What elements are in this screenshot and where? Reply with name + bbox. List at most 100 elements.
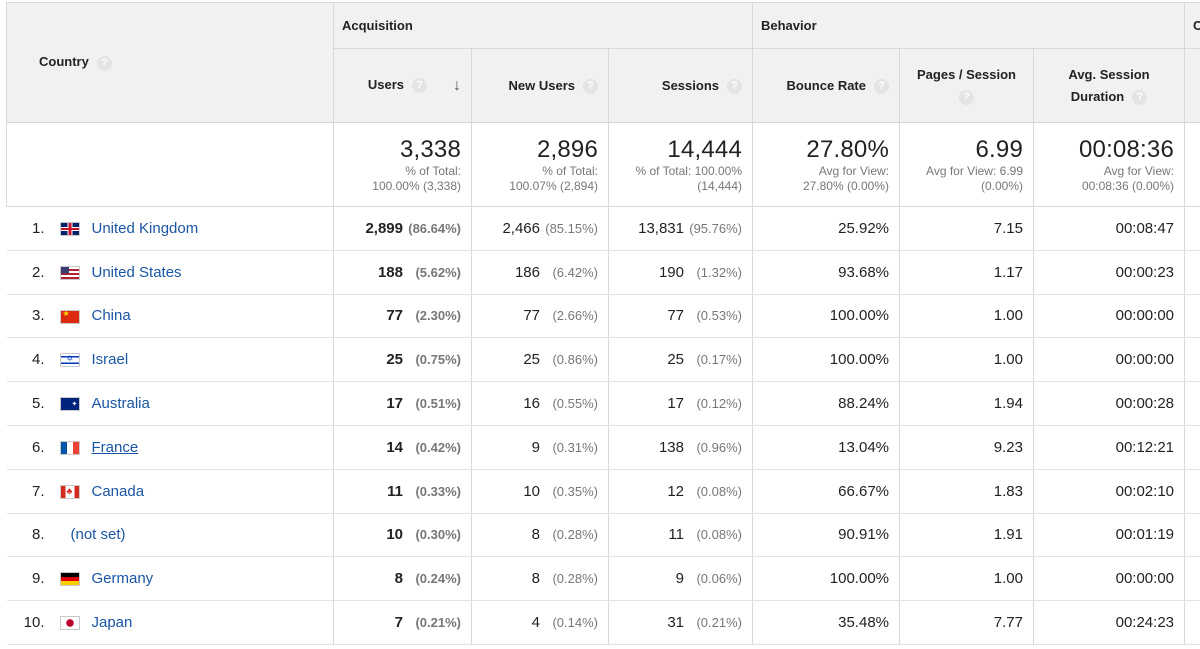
sessions-pct: (0.21%) xyxy=(696,615,742,631)
users-pct: (86.64%) xyxy=(408,220,461,236)
avg-duration-cell: 00:00:00 xyxy=(1033,337,1185,383)
help-icon[interactable]: ? xyxy=(96,55,112,71)
users-cell: 17 (0.51%) xyxy=(333,381,472,426)
country-link[interactable]: Australia xyxy=(91,395,150,413)
table-row: 6. France 14 (0.42%) 9 (0.31%) 138 (0.96%) 13.04… xyxy=(6,425,1200,470)
column-header-users[interactable]: Users? ↓ xyxy=(333,48,472,123)
new-users-value: 8 xyxy=(531,570,540,588)
avg-duration-cell: 00:01:19 xyxy=(1033,513,1185,558)
total-avg-duration: 00:08:36 Avg for View: 00:08:36 (0.00%) xyxy=(1033,122,1185,207)
avg-duration-cell: 00:24:23 xyxy=(1033,600,1185,645)
total-bounce-rate-sub2: 27.80% (0.00%) xyxy=(802,178,889,193)
country-link[interactable]: United Kingdom xyxy=(91,219,199,237)
new-users-pct: (0.86%) xyxy=(552,352,598,368)
column-header-avg-session-duration[interactable]: Avg. Session Duration? xyxy=(1033,48,1185,123)
cut-cell xyxy=(1184,425,1200,470)
sessions-value: 13,831 xyxy=(638,219,684,237)
country-link[interactable]: Israel xyxy=(91,351,129,369)
column-header-cut xyxy=(1184,48,1200,123)
row-rank: 4. xyxy=(31,351,45,369)
country-cell: 10. Japan xyxy=(6,600,334,645)
sessions-pct: (0.12%) xyxy=(696,396,742,412)
column-header-new-users[interactable]: New Users? xyxy=(471,48,609,123)
group-acquisition: Acquisition xyxy=(333,2,753,49)
help-icon[interactable]: ? xyxy=(1132,89,1148,105)
total-avg-duration-sub1: Avg for View: xyxy=(1103,163,1174,178)
new-users-pct: (0.28%) xyxy=(552,527,598,543)
down-arrow-icon[interactable]: ↓ xyxy=(453,76,461,94)
total-bounce-rate-sub1: Avg for View: xyxy=(818,163,889,178)
pages-session-cell: 1.00 xyxy=(899,556,1034,602)
bounce-rate-cell: 25.92% xyxy=(752,206,900,251)
country-column-header[interactable]: Country? xyxy=(6,2,334,123)
country-link[interactable]: China xyxy=(91,307,131,325)
users-value: 14 xyxy=(386,438,403,456)
users-cell: 8 (0.24%) xyxy=(333,556,472,602)
country-cell: 5. Australia xyxy=(6,381,334,426)
help-icon[interactable]: ? xyxy=(874,78,889,94)
pages-session-cell: 7.15 xyxy=(899,206,1034,251)
new-users-value: 8 xyxy=(531,526,540,544)
row-rank: 1. xyxy=(31,219,45,237)
de-flag-icon xyxy=(59,572,80,587)
sessions-value: 11 xyxy=(668,526,684,544)
column-header-bounce-rate[interactable]: Bounce Rate? xyxy=(752,48,900,123)
sessions-value: 190 xyxy=(658,263,684,281)
table-row: 4. Israel 25 (0.75%) 25 (0.86%) 25 (0.17%) 100.0… xyxy=(6,337,1200,383)
sessions-value: 17 xyxy=(667,395,684,413)
users-pct: (0.33%) xyxy=(415,483,461,499)
new-users-value: 10 xyxy=(523,482,540,500)
table-row: 10. Japan 7 (0.21%) 4 (0.14%) 31 (0.21%) 35.48% 7… xyxy=(6,600,1200,645)
sessions-pct: (95.76%) xyxy=(689,220,742,236)
new-users-value: 9 xyxy=(531,438,540,456)
country-cell: 7. Canada xyxy=(6,469,334,514)
new-users-cell: 25 (0.86%) xyxy=(471,337,609,383)
row-rank: 2. xyxy=(31,263,45,281)
country-link[interactable]: Canada xyxy=(91,482,145,500)
country-link[interactable]: United States xyxy=(91,263,182,281)
users-value: 7 xyxy=(394,614,403,632)
country-cell: 9. Germany xyxy=(6,556,334,602)
help-icon[interactable]: ? xyxy=(583,78,598,94)
new-users-value: 4 xyxy=(531,614,540,632)
pages-session-cell: 1.00 xyxy=(899,337,1034,383)
total-users: 3,338 % of Total: 100.00% (3,338) xyxy=(333,122,472,207)
new-users-cell: 9 (0.31%) xyxy=(471,425,609,470)
avg-duration-cell: 00:08:47 xyxy=(1033,206,1185,251)
country-link[interactable]: France xyxy=(91,438,139,456)
sessions-cell: 190 (1.32%) xyxy=(608,250,753,295)
users-value: 10 xyxy=(386,526,403,544)
new-users-value: 77 xyxy=(523,307,540,325)
pages-session-cell: 9.23 xyxy=(899,425,1034,470)
new-users-pct: (0.28%) xyxy=(552,571,598,587)
country-link[interactable]: (not set) xyxy=(70,526,126,544)
country-link[interactable]: Germany xyxy=(91,570,154,588)
users-pct: (2.30%) xyxy=(415,308,461,324)
avg-duration-cell: 00:00:28 xyxy=(1033,381,1185,426)
column-header-sessions[interactable]: Sessions? xyxy=(608,48,753,123)
total-pages-session-sub2: (0.00%) xyxy=(980,178,1023,193)
bounce-rate-cell: 100.00% xyxy=(752,556,900,602)
row-rank: 6. xyxy=(31,438,45,456)
cut-cell xyxy=(1184,600,1200,645)
column-header-pages-session[interactable]: Pages / Session ? xyxy=(899,48,1034,123)
new-users-value: 2,466 xyxy=(502,219,540,237)
sessions-value: 31 xyxy=(667,614,684,632)
totals-cut-cell xyxy=(1184,122,1200,207)
help-icon[interactable]: ? xyxy=(412,78,427,94)
users-pct: (5.62%) xyxy=(415,264,461,280)
users-pct: (0.42%) xyxy=(415,439,461,455)
new-users-cell: 8 (0.28%) xyxy=(471,556,609,602)
new-users-cell: 16 (0.55%) xyxy=(471,381,609,426)
total-bounce-rate: 27.80% Avg for View: 27.80% (0.00%) xyxy=(752,122,900,207)
country-link[interactable]: Japan xyxy=(91,614,133,632)
sessions-cell: 25 (0.17%) xyxy=(608,337,753,383)
help-icon[interactable]: ? xyxy=(959,89,974,105)
sessions-cell: 31 (0.21%) xyxy=(608,600,753,645)
new-users-value: 186 xyxy=(514,263,540,281)
users-value: 17 xyxy=(386,395,403,413)
row-rank: 9. xyxy=(31,570,45,588)
new-users-pct: (0.31%) xyxy=(552,439,598,455)
users-pct: (0.24%) xyxy=(415,571,461,587)
help-icon[interactable]: ? xyxy=(727,78,742,94)
